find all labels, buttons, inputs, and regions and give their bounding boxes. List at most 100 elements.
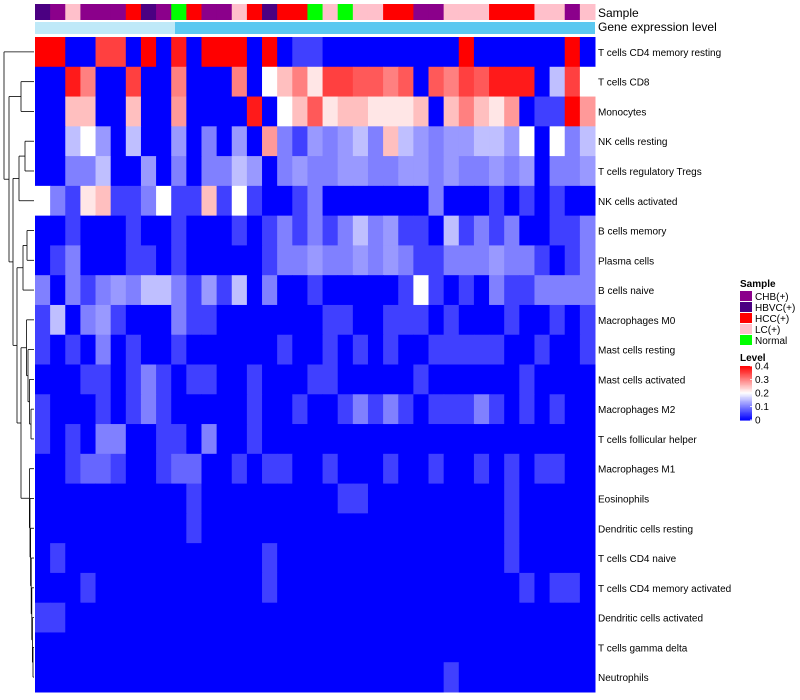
heatmap-cell <box>534 245 551 276</box>
heatmap-cell <box>201 453 218 485</box>
heatmap-cell <box>367 632 384 663</box>
row-dendrogram <box>3 51 34 678</box>
heatmap-cell <box>413 304 430 336</box>
heatmap-cell <box>201 37 218 68</box>
heatmap-cell <box>186 572 202 604</box>
heatmap-cell <box>564 364 581 395</box>
heatmap-cell <box>307 453 324 485</box>
heatmap-cell <box>564 483 581 514</box>
heatmap-cell <box>519 602 535 633</box>
heatmap-cell <box>443 513 460 544</box>
heatmap-cell <box>201 66 218 98</box>
heatmap-cell <box>65 96 81 127</box>
heatmap-cell <box>95 424 112 455</box>
heatmap-cell <box>534 66 551 98</box>
heatmap-cell <box>473 304 490 336</box>
level-legend: Level 0.4 0.3 0.2 0.1 0 <box>740 353 769 427</box>
heatmap-cell <box>564 424 581 455</box>
heatmap-cell <box>549 156 566 187</box>
heatmap-cell <box>413 662 430 693</box>
level-legend-gradient-step <box>740 390 752 393</box>
heatmap-cell <box>201 543 218 574</box>
heatmap-cell <box>140 245 157 276</box>
heatmap-cell <box>246 215 263 246</box>
heatmap-cell <box>398 662 414 693</box>
level-legend-gradient-step <box>740 414 752 417</box>
heatmap-cell <box>65 334 81 365</box>
heatmap-cell <box>322 156 339 187</box>
heatmap-cell <box>519 513 535 544</box>
heatmap-cell <box>246 632 263 663</box>
heatmap-cell <box>156 572 172 604</box>
sample-annotation-cell <box>80 4 97 20</box>
level-legend-gradient-step <box>740 379 752 382</box>
heatmap-cell <box>489 185 505 217</box>
heatmap-cell <box>231 632 248 663</box>
heatmap-cell <box>216 394 233 425</box>
heatmap-cell <box>579 364 596 395</box>
heatmap-cell <box>534 275 551 306</box>
heatmap-cell <box>398 513 414 544</box>
heatmap-cell <box>504 304 520 336</box>
row-label: Dendritic cells resting <box>598 524 693 535</box>
heatmap-cell <box>489 275 505 306</box>
heatmap-cell <box>383 37 399 68</box>
heatmap-cell <box>413 543 430 574</box>
heatmap-cell <box>35 304 51 336</box>
heatmap-cell <box>443 156 460 187</box>
heatmap-cell <box>534 156 551 187</box>
gene-expression-bar-light-segment <box>35 22 175 34</box>
heatmap-cell <box>458 215 475 246</box>
heatmap-cell <box>277 483 293 514</box>
heatmap-cell <box>337 483 354 514</box>
heatmap-cell <box>579 334 596 365</box>
heatmap-cell <box>110 632 127 663</box>
heatmap-cell <box>171 632 187 663</box>
heatmap-cell <box>579 662 596 693</box>
heatmap-cell <box>277 632 293 663</box>
heatmap-cell <box>156 334 172 365</box>
heatmap-cell <box>534 632 551 663</box>
heatmap-cell <box>504 37 520 68</box>
sample-annotation-cell <box>443 4 460 20</box>
heatmap-cell <box>277 602 293 633</box>
heatmap-cell <box>458 424 475 455</box>
level-legend-gradient-step <box>740 370 752 372</box>
row-label: T cells CD8 <box>598 78 650 89</box>
heatmap-cell <box>186 453 202 485</box>
heatmap-cell <box>504 215 520 246</box>
heatmap-cell <box>337 364 354 395</box>
heatmap-cell <box>95 572 112 604</box>
heatmap-cell <box>35 424 51 455</box>
heatmap-cell <box>277 156 293 187</box>
heatmap-cell <box>534 543 551 574</box>
heatmap-cell <box>292 364 308 395</box>
heatmap-cell <box>140 275 157 306</box>
heatmap-cell <box>140 572 157 604</box>
heatmap-cell <box>383 632 399 663</box>
heatmap-cell <box>50 275 66 306</box>
heatmap-cell <box>549 215 566 246</box>
heatmap-cell <box>262 364 278 395</box>
heatmap-cell <box>186 662 202 693</box>
heatmap-cell <box>549 513 566 544</box>
heatmap-cell <box>549 364 566 395</box>
heatmap-cell <box>95 126 112 157</box>
heatmap-cell <box>246 245 263 276</box>
heatmap-cell <box>246 334 263 365</box>
heatmap-cell <box>125 245 142 276</box>
heatmap-cell <box>110 662 127 693</box>
heatmap-cell <box>504 662 520 693</box>
heatmap-cell <box>428 245 445 276</box>
heatmap-cell <box>504 513 520 544</box>
heatmap-cell <box>519 483 535 514</box>
heatmap-cell <box>564 394 581 425</box>
heatmap-cell <box>292 662 308 693</box>
heatmap-cell <box>110 126 127 157</box>
level-legend-gradient-step <box>740 382 752 385</box>
heatmap-cell <box>231 96 248 127</box>
level-legend-gradient-step <box>740 409 752 412</box>
heatmap-cell <box>322 394 339 425</box>
heatmap-cell <box>383 364 399 395</box>
heatmap-cell <box>534 185 551 217</box>
